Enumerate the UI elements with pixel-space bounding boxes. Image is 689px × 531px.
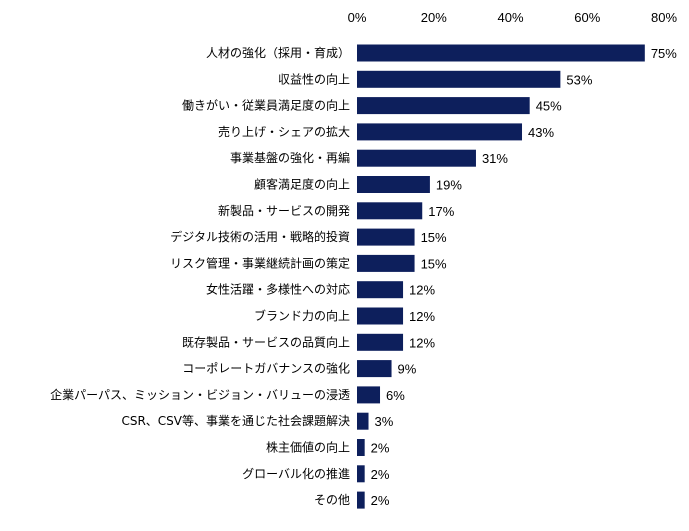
bar bbox=[357, 281, 404, 299]
category-label: ブランド力の向上 bbox=[254, 308, 350, 323]
category-label: その他 bbox=[314, 493, 350, 507]
data-label: 12% bbox=[409, 309, 435, 324]
category-label: 売り上げ・シェアの拡大 bbox=[218, 124, 350, 139]
data-label: 9% bbox=[398, 362, 417, 377]
category-label: 働きがい・従業員満足度の向上 bbox=[182, 98, 350, 113]
bar bbox=[357, 412, 369, 430]
data-label: 75% bbox=[651, 46, 677, 61]
data-label: 2% bbox=[371, 441, 390, 456]
x-tick-label: 20% bbox=[421, 10, 447, 25]
category-label: CSR、CSV等、事業を通じた社会課題解決 bbox=[121, 413, 350, 428]
bar bbox=[357, 97, 530, 115]
bar bbox=[357, 254, 415, 272]
category-label: 収益性の向上 bbox=[278, 71, 350, 86]
bar bbox=[357, 360, 392, 378]
data-label: 17% bbox=[428, 204, 454, 219]
bar bbox=[357, 123, 523, 141]
category-label: グローバル化の推進 bbox=[242, 467, 350, 481]
data-label: 6% bbox=[386, 388, 405, 403]
category-label: 女性活躍・多様性への対応 bbox=[206, 282, 350, 297]
bar bbox=[357, 176, 430, 193]
bar bbox=[357, 386, 381, 404]
bar bbox=[357, 228, 415, 246]
data-label: 45% bbox=[536, 99, 562, 114]
bars-group bbox=[357, 44, 645, 509]
x-tick-label: 60% bbox=[574, 10, 600, 25]
x-tick-label: 0% bbox=[348, 10, 367, 25]
data-label: 2% bbox=[371, 493, 390, 508]
data-label: 2% bbox=[371, 467, 390, 482]
x-axis-tick-labels: 0% 20% 40% 60% 80% bbox=[348, 10, 678, 25]
bar bbox=[357, 333, 404, 351]
category-label: 人材の強化（採用・育成） bbox=[206, 45, 350, 60]
bar bbox=[357, 44, 645, 62]
bar bbox=[357, 149, 476, 167]
category-label: 事業基盤の強化・再編 bbox=[230, 150, 350, 165]
data-label: 31% bbox=[482, 151, 508, 166]
category-label: デジタル技術の活用・戦略的投資 bbox=[170, 229, 350, 244]
data-label: 19% bbox=[436, 178, 462, 193]
data-label: 12% bbox=[409, 335, 435, 350]
bar bbox=[357, 307, 404, 325]
category-label: リスク管理・事業継続計画の策定 bbox=[170, 255, 350, 270]
category-label: 株主価値の向上 bbox=[266, 440, 350, 455]
category-label: コーポレートガバナンスの強化 bbox=[182, 362, 350, 376]
data-label: 15% bbox=[421, 230, 447, 245]
bar bbox=[357, 465, 365, 483]
bar bbox=[357, 202, 423, 220]
category-label: 新製品・サービスの開発 bbox=[218, 203, 350, 218]
data-labels: 75% 53% 45% 43% 31% 19% 17% 15% 15% 12% 12% 12% 9% 6%… bbox=[371, 46, 678, 508]
category-label: 既存製品・サービスの品質向上 bbox=[182, 334, 350, 349]
category-label: 顧客満足度の向上 bbox=[254, 177, 350, 192]
bar bbox=[357, 491, 365, 509]
bar bbox=[357, 70, 561, 88]
data-label: 53% bbox=[566, 72, 592, 87]
category-label: 企業パーパス、ミッション・ビジョン・バリューの浸透 bbox=[50, 387, 350, 402]
x-tick-label: 80% bbox=[651, 10, 677, 25]
data-label: 3% bbox=[375, 414, 394, 429]
x-tick-label: 40% bbox=[497, 10, 523, 25]
data-label: 43% bbox=[528, 125, 554, 140]
data-label: 12% bbox=[409, 283, 435, 298]
data-label: 15% bbox=[421, 256, 447, 271]
category-labels: 人材の強化（採用・育成） 収益性の向上働きがい・従業員満足度の向上売り上げ・シェア… bbox=[50, 45, 350, 507]
bar bbox=[357, 439, 365, 456]
